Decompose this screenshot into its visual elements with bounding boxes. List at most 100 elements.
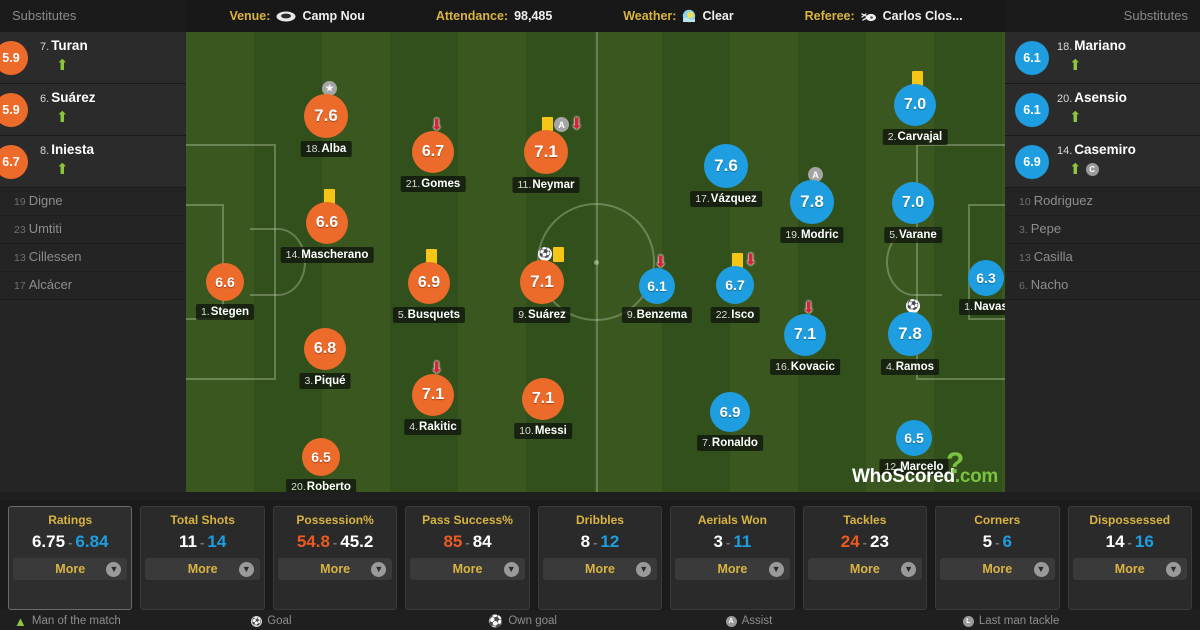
substitute-name: 20. Asensio — [1057, 90, 1127, 105]
player-marker[interactable]: 6.5 20.Roberto — [286, 438, 356, 492]
stat-card[interactable]: Pass Success% 85-84 More ▼ — [405, 506, 530, 610]
substitute-number: 10 — [1019, 196, 1031, 208]
substitute-row[interactable]: 5.9 6. Suárez ⬆ — [0, 84, 186, 136]
substitute-number: 20. — [1057, 93, 1073, 105]
sub-off-arrow-icon: ⬇ — [430, 360, 444, 377]
substitute-number: 17 — [14, 280, 26, 292]
substitute-row[interactable]: 6.1 18. Mariano ⬆ — [1005, 32, 1200, 84]
substitute-row-unused[interactable]: 3. Pepe — [1005, 216, 1200, 244]
player-event-icons — [324, 189, 335, 204]
stat-card[interactable]: Dribbles 8-12 More ▼ — [537, 506, 663, 610]
player-name-label: 1.Stegen — [195, 304, 255, 320]
player-marker[interactable]: ⬇ 6.7 22.Isco — [710, 253, 760, 323]
player-marker[interactable]: 6.6 1.Stegen — [195, 263, 255, 320]
stat-separator: - — [68, 535, 73, 550]
substitute-row-unused[interactable]: 13 Casilla — [1005, 244, 1200, 272]
substitute-name: 7. Turan — [40, 38, 88, 53]
player-marker[interactable]: 6.9 5.Busquets — [392, 249, 466, 323]
stat-values: 11-14 — [145, 532, 259, 552]
stat-card[interactable]: Ratings 6.75-6.84 More ▼ — [8, 506, 133, 610]
player-marker[interactable]: 6.6 14.Mascherano — [280, 189, 374, 263]
stat-separator: - — [1127, 535, 1132, 550]
stat-more-button[interactable]: More ▼ — [1072, 558, 1187, 580]
stat-value-home: 3 — [713, 532, 723, 551]
stat-card[interactable]: Possession% 54.8-45.2 More ▼ — [272, 506, 398, 610]
sub-on-arrow-icon: ⬆ — [56, 161, 69, 178]
player-marker[interactable]: ⬇ 7.1 4.Rakitic — [404, 361, 462, 435]
stat-more-button[interactable]: More ▼ — [675, 558, 790, 580]
player-marker[interactable]: 7.0 5.Varane — [884, 182, 942, 243]
chevron-down-icon: ▼ — [636, 561, 652, 577]
player-marker[interactable]: 6.9 7.Ronaldo — [697, 392, 763, 451]
substitute-name: 3. Pepe — [1019, 221, 1062, 236]
substitute-row[interactable]: 6.7 8. Iniesta ⬆ — [0, 136, 186, 188]
stat-more-button[interactable]: More ▼ — [13, 558, 128, 580]
stat-more-button[interactable]: More ▼ — [277, 558, 393, 580]
stat-values: 14-16 — [1073, 532, 1187, 552]
player-marker[interactable]: ★ 7.6 18.Alba — [300, 81, 352, 157]
player-event-icons — [426, 249, 437, 264]
stat-card[interactable]: Total Shots 11-14 More ▼ — [140, 506, 265, 610]
stat-value-away: 23 — [870, 532, 889, 551]
substitute-name: 10 Rodriguez — [1019, 193, 1093, 208]
player-name-label: 2.Carvajal — [882, 129, 948, 145]
stat-more-button[interactable]: More ▼ — [940, 558, 1055, 580]
player-marker[interactable]: ⚽ 7.8 4.Ramos — [880, 299, 940, 375]
player-marker[interactable]: ⬇ 6.1 9.Benzema — [621, 255, 693, 323]
motm-icon: ▲ — [14, 613, 27, 629]
player-marker[interactable]: 6.8 3.Piqué — [299, 328, 351, 389]
stat-value-home: 5 — [982, 532, 993, 551]
stat-card[interactable]: Corners 5-6 More ▼ — [935, 506, 1060, 610]
pitch: 6.6 1.Stegen ★ 7.6 18.Alba 6.6 14.Mascherano 6.… — [186, 32, 1006, 492]
sub-on-arrow-icon: ⬆ — [1069, 161, 1082, 178]
match-info-referee: Referee: Carlos Clos... — [805, 9, 963, 23]
stat-more-label: More — [717, 562, 748, 576]
substitute-row[interactable]: 6.1 20. Asensio ⬆ — [1005, 84, 1200, 136]
player-marker[interactable]: 6.3 1.Navas — [959, 260, 1006, 315]
player-marker[interactable]: 7.0 2.Carvajal — [882, 71, 948, 145]
player-marker[interactable]: A ⬇ 7.1 11.Neymar — [512, 117, 583, 193]
stat-more-button[interactable]: More ▼ — [542, 558, 658, 580]
player-marker[interactable]: 7.6 17.Vázquez — [690, 144, 762, 207]
stat-more-button[interactable]: More ▼ — [807, 558, 923, 580]
stat-title: Aerials Won — [697, 513, 767, 527]
legend-label: Goal — [267, 615, 292, 627]
player-marker[interactable]: A 7.8 19.Modric — [780, 167, 844, 243]
player-name-label: 22.Isco — [710, 307, 760, 323]
player-number: 5. — [397, 309, 407, 321]
substitute-row-unused[interactable]: 23 Umtiti — [0, 216, 186, 244]
substitute-row-unused[interactable]: 10 Rodriguez — [1005, 188, 1200, 216]
player-marker[interactable]: 7.1 10.Messi — [514, 378, 572, 439]
substitute-row-unused[interactable]: 13 Cillessen — [0, 244, 186, 272]
substitute-name: 14. Casemiro — [1057, 142, 1136, 157]
stat-more-button[interactable]: More ▼ — [410, 558, 525, 580]
stat-card[interactable]: Aerials Won 3-11 More ▼ — [670, 506, 795, 610]
player-name-label: 5.Varane — [884, 227, 942, 243]
player-marker[interactable]: ⬇ 7.1 16.Kovacic — [770, 301, 840, 375]
stat-separator: - — [862, 535, 868, 550]
substitute-row-unused[interactable]: 6. Nacho — [1005, 272, 1200, 300]
player-marker[interactable]: ⬇ 6.7 21.Gomes — [400, 118, 466, 192]
stat-value-away: 12 — [600, 532, 620, 551]
stat-separator: - — [593, 535, 598, 550]
stat-card[interactable]: Dispossessed 14-16 More ▼ — [1067, 506, 1192, 610]
match-info-attendance: Attendance: 98,485 — [436, 9, 552, 23]
stat-more-label: More — [849, 562, 880, 576]
player-marker[interactable]: 6.5 12.Marcelo — [879, 420, 949, 475]
substitute-name: 19 Digne — [14, 193, 63, 208]
substitute-row-unused[interactable]: 19 Digne — [0, 188, 186, 216]
weather-clear-icon — [682, 9, 696, 23]
substitute-row[interactable]: 6.9 14. Casemiro ⬆ C — [1005, 136, 1200, 188]
player-name-label: 4.Rakitic — [404, 419, 462, 435]
player-marker[interactable]: ⚽ 7.1 9.Suárez — [513, 247, 571, 323]
player-number: 10. — [519, 425, 534, 437]
stat-values: 6.75-6.84 — [13, 532, 127, 552]
stat-more-button[interactable]: More ▼ — [145, 558, 260, 580]
substitute-row-unused[interactable]: 17 Alcácer — [0, 272, 186, 300]
player-event-icons: ⚽ — [906, 299, 920, 313]
stat-values: 8-12 — [543, 532, 657, 552]
substitute-row[interactable]: 5.9 7. Turan ⬆ — [0, 32, 186, 84]
stat-card[interactable]: Tackles 24-23 More ▼ — [802, 506, 928, 610]
substitutes-heading-away: Substitutes — [1123, 8, 1188, 23]
match-info-value: Clear — [702, 9, 734, 23]
